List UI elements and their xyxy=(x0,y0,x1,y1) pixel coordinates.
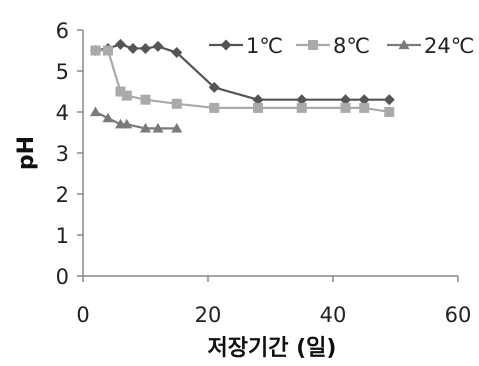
data-point xyxy=(115,86,126,97)
data-point xyxy=(384,107,395,117)
data-point xyxy=(90,45,101,56)
data-point xyxy=(253,102,263,113)
y-tick-label: 5 xyxy=(56,60,69,84)
series-triangle xyxy=(90,106,183,133)
data-point xyxy=(140,122,151,133)
data-point xyxy=(102,112,114,123)
series-square xyxy=(90,45,395,117)
y-tick-label: 6 xyxy=(56,19,69,43)
legend-marker xyxy=(220,39,232,51)
legend: 1℃ 8℃ 24℃ xyxy=(209,34,474,58)
data-point xyxy=(103,45,113,56)
data-point xyxy=(152,122,164,133)
data-point xyxy=(90,106,101,117)
data-point xyxy=(296,94,308,106)
data-point xyxy=(252,94,264,106)
data-point xyxy=(171,98,182,109)
data-point xyxy=(359,102,370,113)
data-point xyxy=(383,94,395,106)
x-tick-label: 60 xyxy=(445,303,472,327)
legend-item: 24℃ xyxy=(387,34,474,58)
y-tick-label: 0 xyxy=(56,265,69,289)
x-axis-title: 저장기간 (일) xyxy=(208,336,337,361)
data-point xyxy=(140,94,151,105)
y-ticks: 0 1 2 3 4 5 6 xyxy=(56,19,83,289)
y-axis-title: pH xyxy=(14,136,39,170)
data-point xyxy=(340,102,351,113)
legend-item: 1℃ xyxy=(209,34,283,58)
y-tick-label: 3 xyxy=(56,142,69,166)
y-tick-label: 2 xyxy=(56,183,69,207)
legend-item: 8℃ xyxy=(296,34,370,58)
data-point xyxy=(358,94,370,106)
axes: 0 1 2 3 4 5 6 0 20 40 60 xyxy=(56,19,472,327)
data-point xyxy=(127,42,139,54)
data-point xyxy=(140,42,151,54)
legend-label: 24℃ xyxy=(424,34,474,58)
data-point xyxy=(115,38,126,50)
legend-label: 1℃ xyxy=(246,34,283,58)
legend-marker xyxy=(398,39,410,50)
x-tick-label: 40 xyxy=(320,303,347,327)
data-point xyxy=(340,94,351,106)
x-ticks: 0 20 40 60 xyxy=(76,276,471,327)
data-point xyxy=(296,102,307,113)
legend-marker xyxy=(308,40,318,50)
data-point xyxy=(171,47,183,59)
series-diamond xyxy=(90,38,395,106)
x-tick-label: 20 xyxy=(195,303,222,327)
y-tick-label: 1 xyxy=(56,224,69,248)
data-point xyxy=(208,81,220,93)
data-point xyxy=(121,118,133,129)
x-tick-label: 0 xyxy=(76,303,89,327)
y-tick-label: 4 xyxy=(56,101,69,125)
data-point xyxy=(152,40,164,52)
data-point xyxy=(121,90,132,101)
series-layer xyxy=(90,38,395,133)
data-point xyxy=(209,102,220,113)
legend-label: 8℃ xyxy=(333,34,370,58)
data-point xyxy=(171,122,183,133)
